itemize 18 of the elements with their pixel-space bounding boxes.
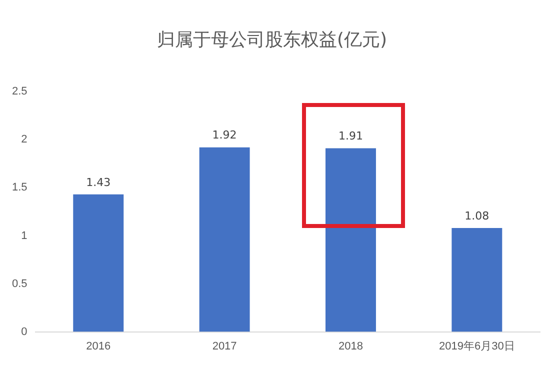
x-tick-label: 2017 [212, 340, 237, 352]
x-tick-label: 2019年6月30日 [438, 340, 515, 352]
y-tick-label: 0.5 [12, 278, 28, 290]
chart-title: 归属于母公司股东权益(亿元) [156, 29, 388, 50]
y-tick-label: 2.5 [12, 86, 28, 98]
bar [73, 194, 124, 332]
data-label: 1.43 [86, 176, 111, 189]
data-label: 1.92 [212, 128, 237, 142]
y-tick-label: 1 [21, 230, 28, 242]
y-tick-label: 2 [21, 134, 28, 146]
y-tick-label: 1.5 [12, 182, 28, 194]
data-label: 1.91 [338, 130, 363, 143]
x-tick-label: 2018 [338, 340, 363, 352]
bar [199, 147, 250, 332]
data-label: 1.08 [464, 209, 490, 222]
y-tick-label: 0 [21, 326, 28, 338]
bar [452, 228, 502, 332]
x-tick-label: 2016 [86, 340, 111, 352]
